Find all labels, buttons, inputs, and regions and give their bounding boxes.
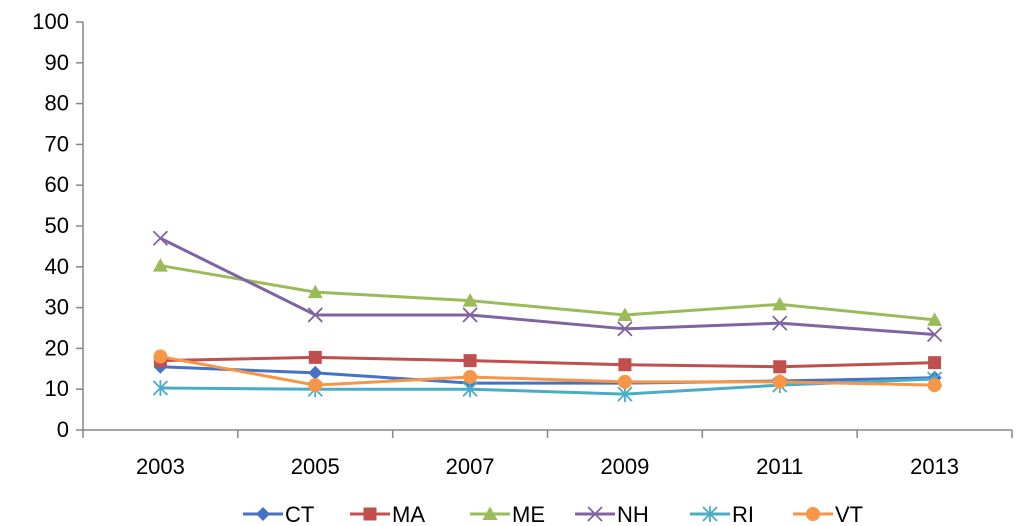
data-point-vt bbox=[308, 378, 323, 393]
legend-item-nh: NH bbox=[575, 502, 649, 526]
legend: CT MA ME NH RI VT bbox=[243, 502, 863, 526]
legend-marker bbox=[363, 507, 377, 521]
data-point-nh bbox=[152, 230, 169, 246]
data-point-ct bbox=[308, 365, 323, 380]
series-lines bbox=[152, 230, 943, 403]
y-axis-ticks: 0 10 20 30 40 50 60 70 80 90 100 bbox=[32, 9, 83, 442]
data-point-ma bbox=[463, 354, 477, 368]
data-point-ma bbox=[618, 358, 632, 372]
series-line-ri bbox=[160, 377, 935, 396]
legend-marker bbox=[587, 506, 603, 522]
series-me bbox=[152, 258, 943, 326]
series-line-ct bbox=[160, 365, 935, 385]
legend-item-ct: CT bbox=[243, 502, 314, 526]
legend-label: MA bbox=[392, 502, 425, 526]
x-axis-ticks: 2003 2005 2007 2009 2011 2013 bbox=[82, 430, 1013, 479]
y-tick-label: 30 bbox=[45, 295, 69, 320]
y-tick-label: 20 bbox=[45, 335, 69, 360]
data-point-ma bbox=[308, 350, 322, 364]
y-tick-label: 40 bbox=[45, 254, 69, 279]
y-tick-label: 0 bbox=[57, 417, 69, 442]
series-line-me bbox=[160, 264, 935, 322]
data-point-vt bbox=[463, 369, 478, 384]
y-tick-label: 60 bbox=[45, 172, 69, 197]
legend-marker bbox=[806, 507, 820, 521]
legend-label: CT bbox=[285, 502, 314, 526]
data-point-me bbox=[307, 284, 323, 299]
series-nh bbox=[152, 230, 943, 343]
data-point-vt bbox=[153, 349, 168, 364]
data-point-vt bbox=[617, 374, 632, 389]
data-point-me bbox=[462, 293, 478, 307]
data-point-vt bbox=[772, 374, 787, 389]
series-ma bbox=[153, 350, 942, 374]
data-point-me bbox=[772, 296, 788, 311]
legend-item-ri: RI bbox=[690, 502, 754, 526]
x-tick-label: 2007 bbox=[446, 454, 495, 479]
data-point-ma bbox=[928, 356, 942, 370]
data-point-me bbox=[927, 312, 943, 326]
series-line-vt bbox=[160, 355, 935, 387]
data-point-nh bbox=[617, 321, 633, 337]
data-point-nh bbox=[307, 307, 323, 323]
x-tick-label: 2009 bbox=[600, 454, 649, 479]
data-point-vt bbox=[927, 378, 942, 393]
data-point-ri bbox=[152, 379, 169, 396]
y-tick-label: 80 bbox=[45, 91, 69, 116]
data-point-me bbox=[617, 307, 633, 321]
legend-marker bbox=[256, 507, 270, 521]
legend-item-vt: VT bbox=[793, 502, 863, 526]
legend-label: ME bbox=[512, 502, 545, 526]
y-tick-label: 90 bbox=[45, 50, 69, 75]
data-point-nh bbox=[772, 315, 788, 331]
series-line-nh bbox=[159, 236, 935, 337]
legend-item-ma: MA bbox=[350, 502, 425, 526]
series-vt bbox=[153, 349, 942, 393]
legend-label: VT bbox=[835, 502, 863, 526]
data-point-nh bbox=[462, 307, 478, 323]
legend-label: NH bbox=[617, 502, 649, 526]
y-tick-label: 50 bbox=[45, 213, 69, 238]
data-point-me bbox=[152, 258, 168, 272]
data-point-nh bbox=[926, 326, 943, 343]
x-tick-label: 2011 bbox=[756, 454, 803, 479]
legend-item-me: ME bbox=[470, 502, 545, 526]
y-tick-label: 70 bbox=[45, 131, 69, 156]
x-tick-label: 2013 bbox=[910, 454, 959, 479]
legend-marker bbox=[702, 506, 718, 522]
y-tick-label: 100 bbox=[32, 9, 69, 34]
y-tick-label: 10 bbox=[45, 376, 69, 401]
series-line-ma bbox=[160, 355, 935, 369]
x-tick-label: 2005 bbox=[291, 454, 340, 479]
legend-marker bbox=[482, 506, 498, 520]
x-tick-label: 2003 bbox=[136, 454, 185, 479]
data-point-ma bbox=[773, 360, 787, 374]
legend-label: RI bbox=[732, 502, 754, 526]
